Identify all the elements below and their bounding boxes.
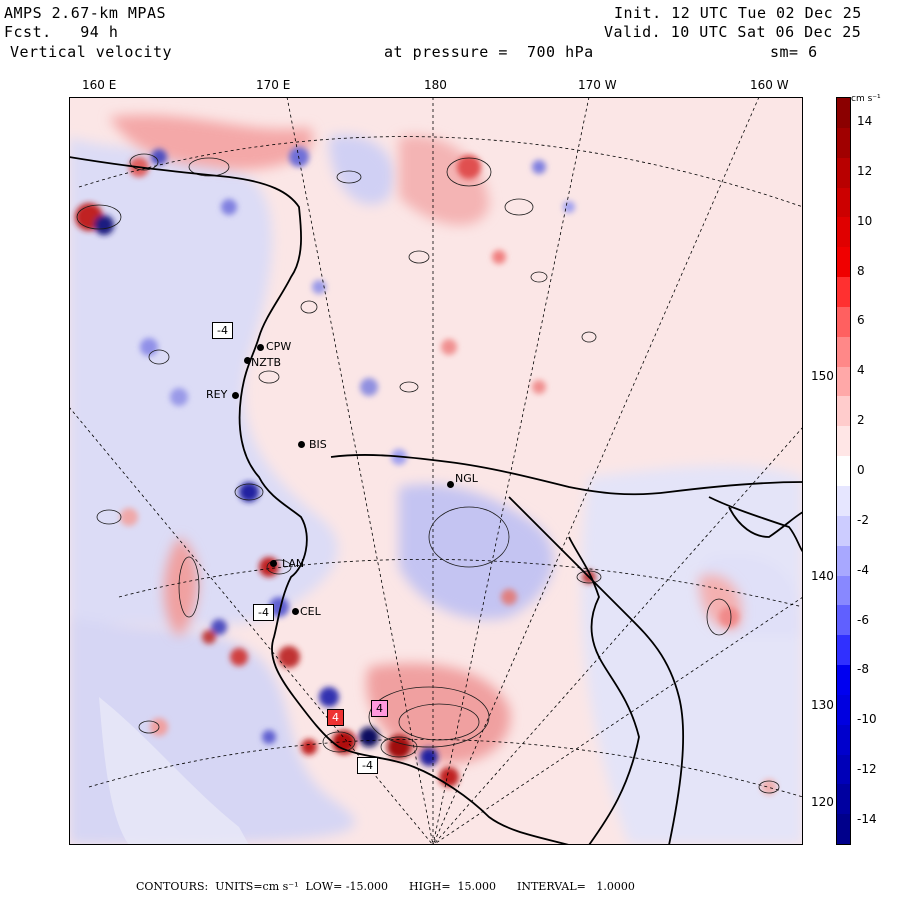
colorbar-segment xyxy=(837,515,850,546)
low-label-3: -4 xyxy=(357,757,378,774)
contour-info: CONTOURS: UNITS=cm s⁻¹ LOW= -15.000 HIGH… xyxy=(136,880,635,893)
map-frame xyxy=(69,97,803,845)
colorbar-segment xyxy=(837,456,850,486)
forecast-hour: Fcst. 94 h xyxy=(4,23,119,41)
colorbar-segment xyxy=(837,665,850,695)
colorbar-tick-label: -10 xyxy=(857,712,877,727)
high-label-2: 4 xyxy=(371,700,388,717)
colorbar-segment xyxy=(837,754,850,785)
station-label-rey: REY xyxy=(206,388,228,401)
colorbar-segment xyxy=(837,306,850,337)
low-label-2: -4 xyxy=(253,604,274,621)
colorbar-segment xyxy=(837,366,850,397)
colorbar-segment xyxy=(837,635,850,666)
low-label-1: -4 xyxy=(212,322,233,339)
station-marker-lan xyxy=(270,560,277,567)
colorbar-segment xyxy=(837,694,850,725)
station-marker-nztb xyxy=(244,357,251,364)
high-label-1: 4 xyxy=(327,709,344,726)
colorbar-tick-label: -12 xyxy=(857,762,877,777)
init-time: Init. 12 UTC Tue 02 Dec 25 xyxy=(614,4,862,22)
colorbar-tick-label: -8 xyxy=(857,662,869,677)
lon-label-160e: 160 E xyxy=(82,78,117,92)
colorbar-tick-label: 14 xyxy=(857,113,873,128)
pressure-level: at pressure = 700 hPa xyxy=(384,43,594,61)
colorbar-segment xyxy=(837,724,850,755)
station-marker-rey xyxy=(232,392,239,399)
smoothing-value: sm= 6 xyxy=(770,43,818,61)
colorbar-tick-label: -2 xyxy=(857,512,869,527)
colorbar-segment xyxy=(837,575,850,606)
colorbar-segment xyxy=(837,187,850,218)
lon-label-170e: 170 E xyxy=(256,78,291,92)
colorbar-tick-label: 12 xyxy=(857,163,873,178)
colorbar-tick-label: 6 xyxy=(857,313,865,328)
model-title: AMPS 2.67-km MPAS xyxy=(4,4,167,22)
station-label-cel: CEL xyxy=(300,605,321,618)
colorbar-segment xyxy=(837,426,850,457)
station-marker-cpw xyxy=(257,344,264,351)
station-label-ngl: NGL xyxy=(455,472,478,485)
colorbar-segment xyxy=(837,485,850,516)
station-label-bis: BIS xyxy=(309,438,327,451)
station-label-cpw: CPW xyxy=(266,340,292,353)
colorbar-segment xyxy=(837,98,850,128)
colorbar-tick-label: 4 xyxy=(857,363,865,378)
station-marker-bis xyxy=(298,441,305,448)
contour-lines xyxy=(76,153,780,794)
coastline xyxy=(69,156,803,845)
colorbar xyxy=(836,97,851,845)
colorbar-segment xyxy=(837,814,850,845)
colorbar-segment xyxy=(837,127,850,158)
colorbar-segment xyxy=(837,277,850,307)
graticule xyxy=(69,97,803,845)
valid-time: Valid. 10 UTC Sat 06 Dec 25 xyxy=(604,23,862,41)
station-label-lan: LAN xyxy=(282,557,305,570)
colorbar-segment xyxy=(837,157,850,188)
colorbar-tick-label: -6 xyxy=(857,612,869,627)
station-marker-cel xyxy=(292,608,299,615)
colorbar-tick-label: -4 xyxy=(857,562,869,577)
colorbar-segment xyxy=(837,784,850,815)
colorbar-tick-label: 10 xyxy=(857,213,873,228)
colorbar-segment xyxy=(837,336,850,367)
colorbar-tick-label: 0 xyxy=(857,463,865,477)
colorbar-segment xyxy=(837,605,850,636)
lon-label-180: 180 xyxy=(424,78,447,92)
station-label-nztb: NZTB xyxy=(251,356,282,369)
lon-label-160w: 160 W xyxy=(750,78,789,92)
lon-label-170w: 170 W xyxy=(578,78,617,92)
colorbar-segment xyxy=(837,247,850,278)
colorbar-tick-label: 2 xyxy=(857,413,865,428)
colorbar-segment xyxy=(837,217,850,248)
map-panel xyxy=(69,97,803,845)
colorbar-unit: cm s⁻¹ xyxy=(851,94,881,104)
colorbar-segment xyxy=(837,396,850,427)
colorbar-segment xyxy=(837,545,850,576)
colorbar-tick-label: 8 xyxy=(857,263,865,278)
field-name: Vertical velocity xyxy=(10,43,173,61)
station-marker-ngl xyxy=(447,481,454,488)
colorbar-tick-label: -14 xyxy=(857,812,877,827)
